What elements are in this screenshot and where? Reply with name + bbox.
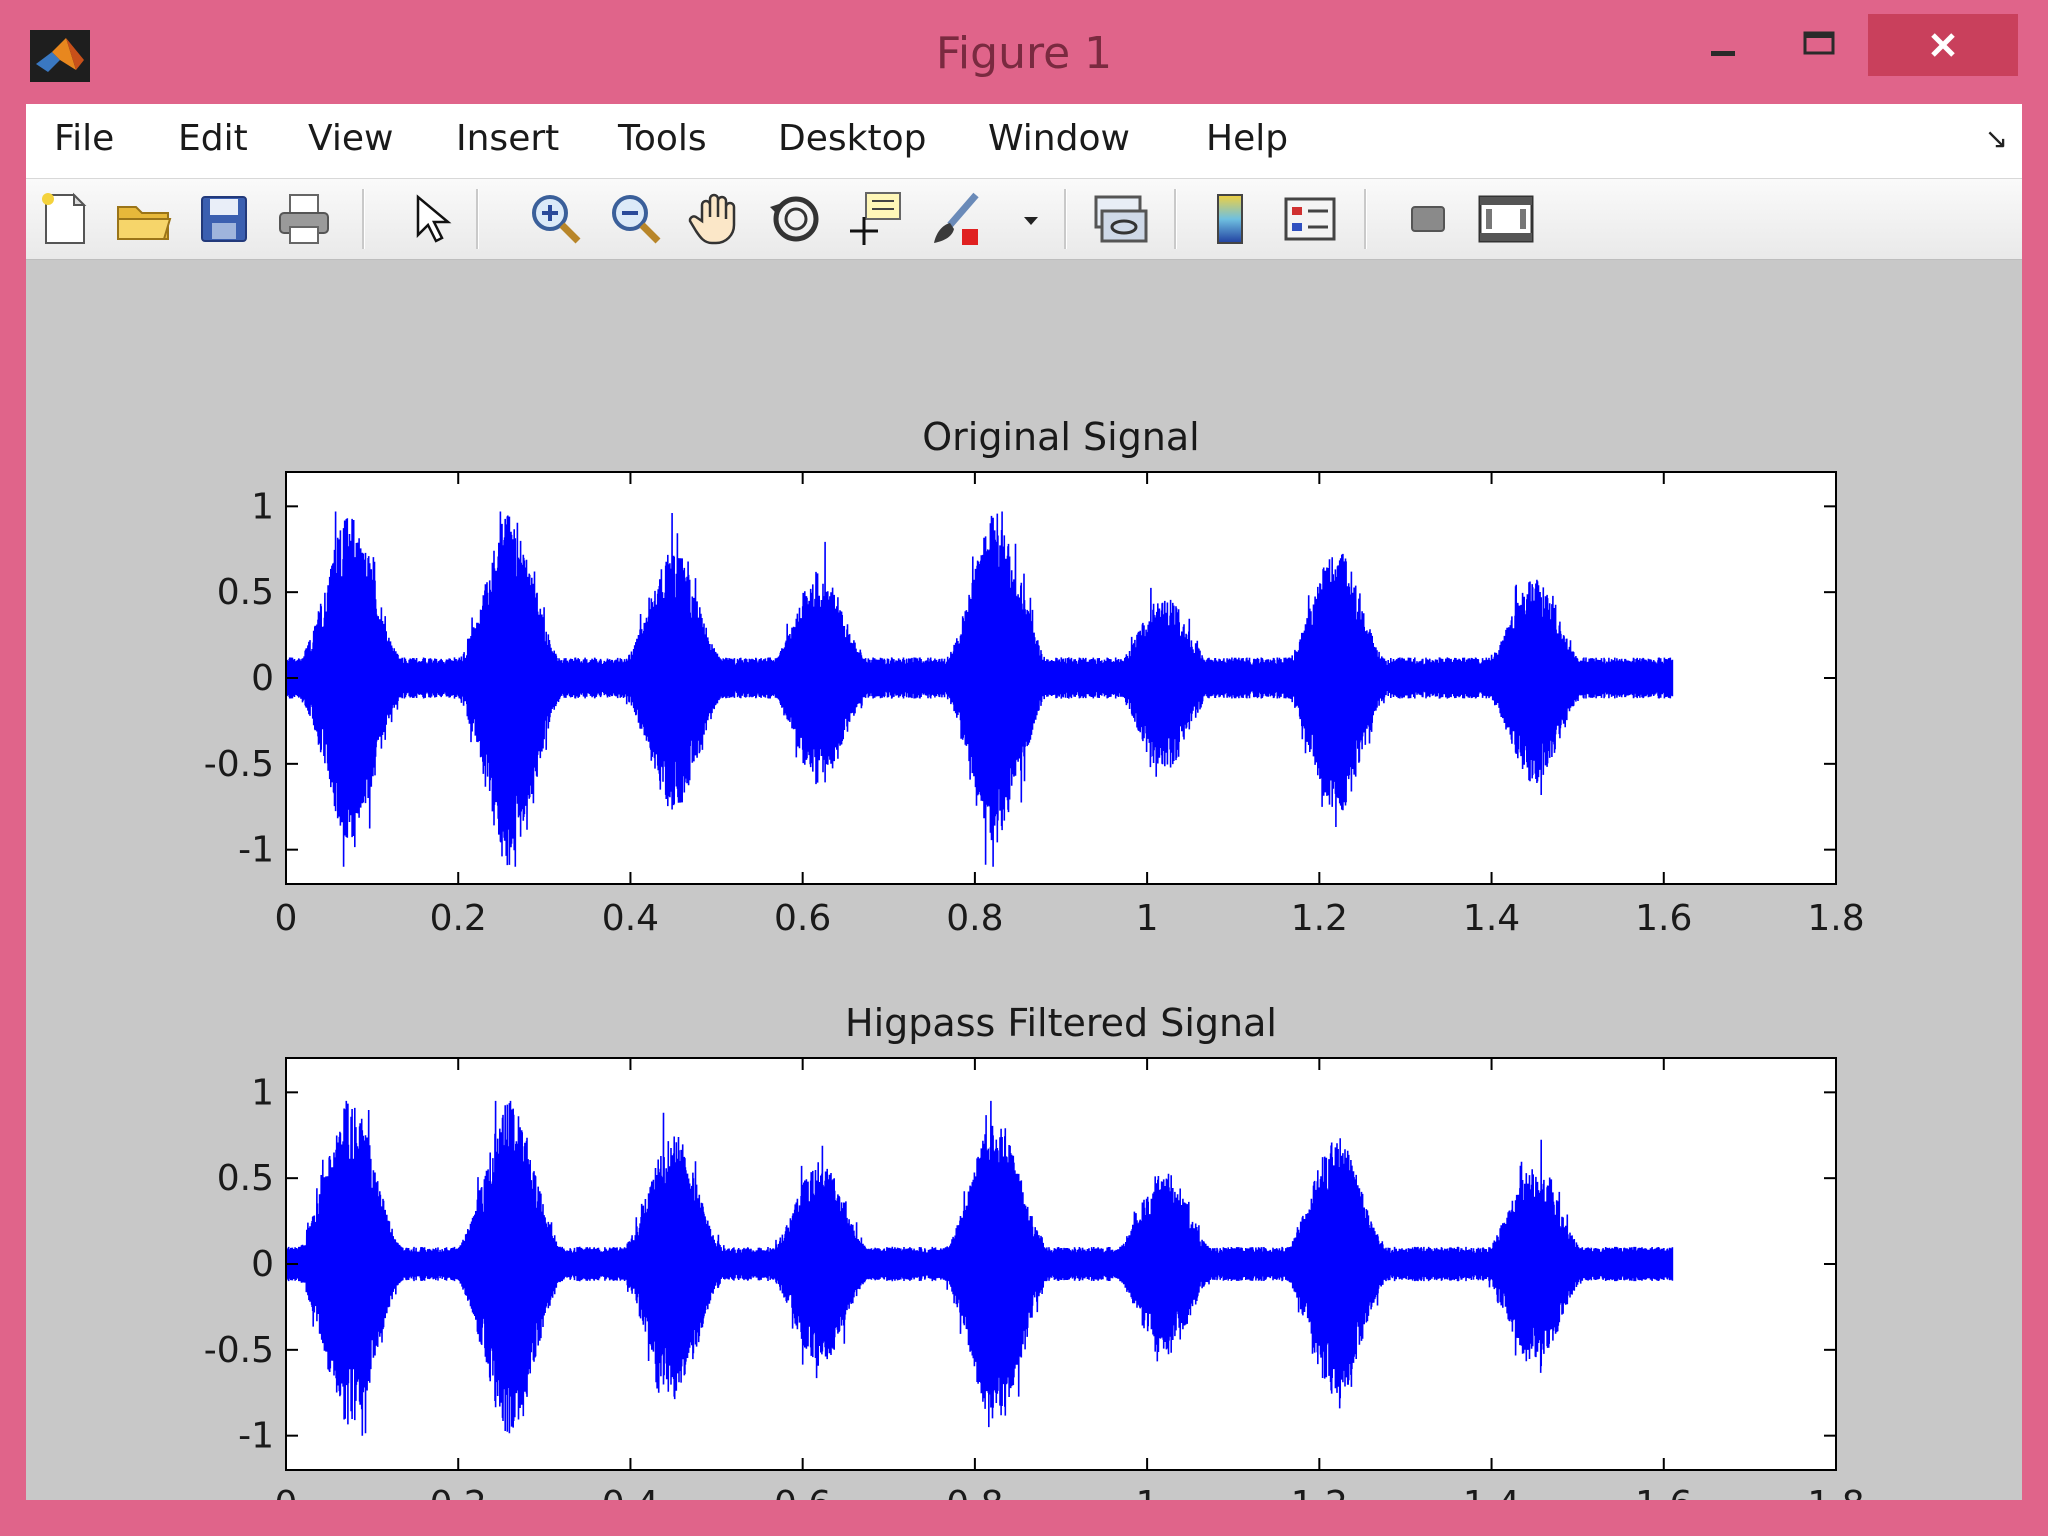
dock-arrow-icon[interactable]: ↘ [1984,122,2008,155]
x-tick-label: 0.2 [430,1484,487,1500]
toolbar-separator [1064,189,1067,249]
toolbar-separator [1174,189,1177,249]
x-tick-label: 1.2 [1291,1484,1348,1500]
y-tick-label: 0.5 [217,572,274,613]
y-tick-label: 1 [251,1072,274,1113]
data-cursor-icon[interactable] [844,187,908,251]
link-plot-icon[interactable] [1088,187,1152,251]
x-tick-label: 1.2 [1291,898,1348,939]
y-tick-label: -0.5 [204,1330,274,1371]
rotate-3d-icon[interactable] [764,187,828,251]
maximize-button[interactable] [1776,14,1862,76]
brush-icon[interactable] [924,187,988,251]
figure-canvas[interactable]: 0 0.2 0.4 0.6 0.8 1 1.2 1.4 1.6 1.8 1 0.5 0 -0.5 -1 Ori… [26,260,2022,1500]
toolbar-separator [476,189,479,249]
menu-file[interactable]: File [54,118,115,159]
x-tick-label: 0.8 [946,898,1003,939]
x-tick-label: 0.2 [430,898,487,939]
menu-insert[interactable]: Insert [456,118,560,159]
zoom-in-icon[interactable] [524,187,588,251]
menu-edit[interactable]: Edit [178,118,248,159]
matlab-logo-icon [30,30,90,82]
figure-toolbar [26,179,2022,260]
y-tick-label: -0.5 [204,744,274,785]
pan-hand-icon[interactable] [684,187,748,251]
y-tick-label: 0.5 [217,1158,274,1199]
x-tick-label: 0 [275,1484,298,1500]
x-tick-label: 1 [1136,1484,1159,1500]
menu-help[interactable]: Help [1206,118,1289,159]
close-button[interactable] [1868,14,2018,76]
edit-plot-arrow-icon[interactable] [398,187,462,251]
plots-svg: 0 0.2 0.4 0.6 0.8 1 1.2 1.4 1.6 1.8 1 0.5 0 -0.5 -1 Ori… [204,415,1865,1500]
toolbar-separator [362,189,365,249]
title-bar[interactable]: Figure 1 [0,0,2048,104]
x-tick-label: 0.4 [602,1484,659,1500]
subplot-title: Higpass Filtered Signal [845,1001,1277,1045]
menu-desktop[interactable]: Desktop [778,118,927,159]
save-icon[interactable] [192,187,256,251]
x-tick-label: 1.4 [1463,898,1520,939]
x-tick-label: 1.4 [1463,1484,1520,1500]
hide-plot-tools-icon[interactable] [1396,187,1460,251]
subplot-title: Original Signal [922,415,1200,459]
figure-client-area: File Edit View Insert Tools Desktop Wind… [26,104,2022,1500]
show-plot-tools-icon[interactable] [1474,187,1538,251]
x-tick-label: 0.4 [602,898,659,939]
x-tick-label: 1.8 [1807,1484,1864,1500]
subplot-2: 0 0.2 0.4 0.6 0.8 1 1.2 1.4 1.6 1.8 1 0.5 0 -0.5 -1 Hig… [204,1001,1865,1500]
insert-legend-icon[interactable] [1278,187,1342,251]
signal-waveform [285,511,1674,867]
maximize-icon [1803,31,1835,55]
signal-waveform [285,1100,1674,1436]
x-tick-label: 1.8 [1807,898,1864,939]
zoom-out-icon[interactable] [604,187,668,251]
toolbar-separator [1364,189,1367,249]
y-tick-label: 0 [251,1244,274,1285]
subplot-1: 0 0.2 0.4 0.6 0.8 1 1.2 1.4 1.6 1.8 1 0.5 0 -0.5 -1 Ori… [204,415,1865,939]
x-tick-label: 0 [275,898,298,939]
menu-bar: File Edit View Insert Tools Desktop Wind… [26,104,2022,179]
x-tick-label: 1.6 [1635,898,1692,939]
y-tick-label: -1 [238,830,274,871]
y-tick-label: 1 [251,486,274,527]
x-tick-label: 1.6 [1635,1484,1692,1500]
menu-view[interactable]: View [308,118,394,159]
x-tick-label: 0.8 [946,1484,1003,1500]
x-tick-label: 1 [1136,898,1159,939]
print-icon[interactable] [272,187,336,251]
y-tick-label: 0 [251,658,274,699]
menu-window[interactable]: Window [988,118,1130,159]
brush-dropdown-icon[interactable] [1016,187,1046,251]
open-file-icon[interactable] [112,187,176,251]
x-tick-label: 0.6 [774,898,831,939]
new-figure-icon[interactable] [32,187,96,251]
close-icon [1931,33,1955,57]
window-title: Figure 1 [935,28,1113,79]
y-tick-label: -1 [238,1416,274,1457]
insert-colorbar-icon[interactable] [1198,187,1262,251]
menu-tools[interactable]: Tools [618,118,707,159]
minimize-button[interactable] [1680,14,1766,76]
minimize-icon [1711,51,1735,56]
x-tick-label: 0.6 [774,1484,831,1500]
